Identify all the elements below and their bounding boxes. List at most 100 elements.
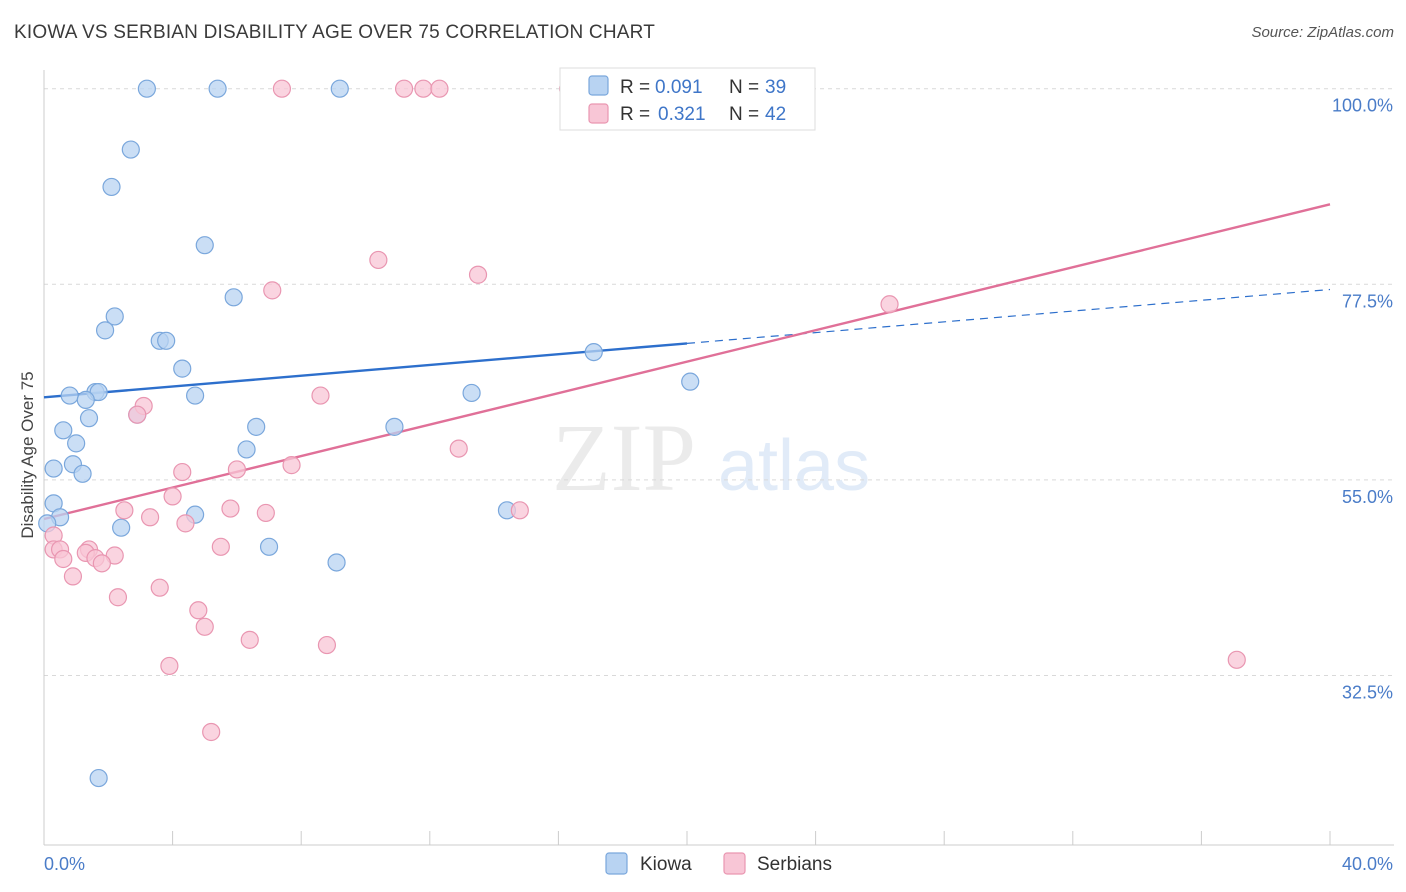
serbians-trend-line (43, 203, 1331, 521)
serbians-point (211, 537, 230, 556)
kiowa-point (102, 177, 121, 197)
kiowa-point (237, 440, 256, 459)
kiowa-trend-line (43, 342, 688, 399)
legend-kiowa-n-label: N = (729, 77, 759, 98)
serbians-point (510, 501, 529, 520)
kiowa-point (173, 359, 192, 378)
legend-kiowa-swatch (588, 75, 609, 96)
gridlines (44, 88, 1394, 676)
y-tick-labels: 100.0% 77.5% 55.0% 32.5% (1332, 96, 1393, 703)
serbians-point (880, 295, 899, 314)
serbians-point (430, 79, 449, 98)
kiowa-point (327, 553, 346, 572)
serbians-point (140, 508, 160, 527)
serbians-point (282, 456, 301, 475)
serbians-point (414, 79, 433, 98)
serbians-point (468, 265, 488, 284)
kiowa-point (60, 386, 79, 405)
legend-serbians-swatch (588, 103, 609, 124)
kiowa-point (385, 417, 404, 436)
legend-kiowa-n-value: 39 (765, 77, 786, 98)
source-attribution: Source: ZipAtlas.com (1251, 24, 1394, 41)
serbians-point (256, 503, 275, 523)
kiowa-trend-extension (686, 288, 1331, 345)
serbians-point (115, 501, 134, 520)
y-tick-label: 55.0% (1342, 487, 1393, 507)
serbians-point (92, 554, 111, 573)
kiowa-point (112, 518, 131, 537)
serbians-point (1227, 650, 1246, 669)
kiowa-point (67, 434, 86, 453)
serbians-point (150, 578, 169, 597)
serbians-point (227, 460, 246, 479)
kiowa-point (224, 288, 243, 307)
kiowa-point (247, 417, 266, 436)
watermark: ZIP atlas (552, 404, 870, 511)
serbians-point (163, 487, 182, 506)
data-points (38, 79, 1246, 788)
serbians-point (221, 499, 240, 518)
watermark-zip: ZIP (552, 404, 696, 511)
serbians-point (272, 79, 292, 98)
legend-bottom-kiowa-label[interactable]: Kiowa (640, 854, 692, 875)
kiowa-point (330, 79, 349, 98)
y-tick-label: 32.5% (1342, 682, 1393, 702)
legend-bottom-serbians-swatch[interactable] (723, 852, 746, 875)
y-tick-label: 100.0% (1332, 96, 1393, 116)
serbians-point (311, 386, 330, 405)
legend-serbians-n-label: N = (729, 104, 759, 125)
kiowa-point (76, 390, 95, 410)
serbians-point (54, 549, 73, 569)
kiowa-point (89, 768, 108, 788)
x-ticks (43, 831, 1331, 845)
serbians-point (317, 635, 337, 655)
serbians-point (173, 462, 192, 482)
kiowa-point (121, 140, 140, 159)
series-legend: Kiowa Serbians (605, 852, 832, 875)
serbians-point (108, 588, 128, 607)
kiowa-point (186, 386, 205, 405)
legend-bottom-serbians-label[interactable]: Serbians (757, 854, 832, 875)
trend-lines (43, 203, 1331, 521)
watermark-atlas: atlas (718, 426, 870, 506)
serbians-point (202, 722, 221, 742)
serbians-point (369, 250, 388, 270)
legend-bottom-kiowa-swatch[interactable] (605, 852, 628, 875)
kiowa-point (462, 383, 481, 403)
chart-title: KIOWA VS SERBIAN DISABILITY AGE OVER 75 … (14, 22, 656, 43)
kiowa-point (208, 79, 227, 98)
x-tick-label-min: 0.0% (44, 854, 85, 874)
kiowa-point (137, 79, 156, 98)
legend-serbians-r-value: 0.321 (658, 104, 706, 125)
serbians-point (240, 630, 259, 649)
serbians-point (189, 601, 208, 620)
axes (43, 70, 1394, 846)
x-tick-label-max: 40.0% (1342, 854, 1393, 874)
kiowa-point (105, 307, 124, 326)
kiowa-point (157, 331, 176, 350)
correlation-legend: R = 0.091 N = 39 R = 0.321 N = 42 (559, 67, 816, 131)
legend-serbians-r-label: R = (620, 104, 650, 125)
kiowa-point (259, 537, 279, 556)
serbians-point (195, 617, 214, 636)
serbians-point (160, 656, 179, 676)
kiowa-point (95, 321, 115, 340)
kiowa-point (584, 342, 603, 362)
kiowa-point (73, 464, 92, 483)
kiowa-point (54, 421, 73, 440)
kiowa-point (79, 409, 99, 428)
serbians-point (128, 405, 147, 424)
y-tick-label: 77.5% (1342, 291, 1393, 311)
legend-kiowa-r-value: 0.091 (655, 77, 703, 98)
kiowa-point (195, 236, 214, 255)
y-axis-label: Disability Age Over 75 (18, 371, 37, 538)
serbians-point (176, 514, 195, 533)
serbians-point (449, 439, 468, 458)
legend-serbians-n-value: 42 (765, 104, 786, 125)
legend-kiowa-r-label: R = (620, 77, 650, 98)
serbians-point (63, 567, 83, 586)
serbians-point (263, 281, 282, 300)
kiowa-point (681, 372, 700, 391)
kiowa-point (44, 459, 63, 478)
